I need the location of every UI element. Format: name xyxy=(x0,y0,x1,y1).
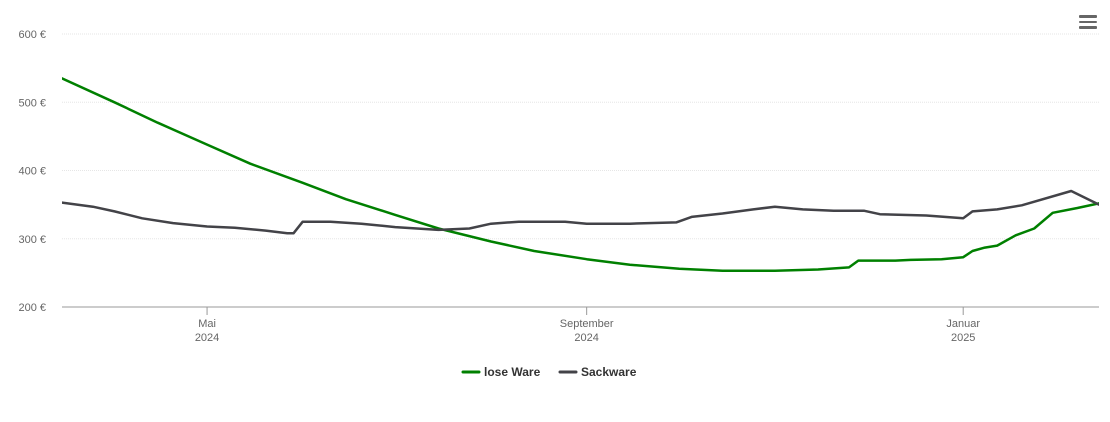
y-tick-label: 600 € xyxy=(18,29,46,41)
legend-item-label: Sackware xyxy=(581,365,637,379)
chart-menu-button[interactable] xyxy=(1077,12,1099,32)
series-line-lose-ware xyxy=(62,77,1099,273)
hamburger-menu-icon-bar xyxy=(1079,26,1097,29)
series-line-sackware xyxy=(62,189,1099,235)
hamburger-menu-icon-bar xyxy=(1079,20,1097,23)
legend-item-label: lose Ware xyxy=(484,365,541,379)
x-tick-label: Januar xyxy=(946,318,980,330)
y-tick-label: 500 € xyxy=(18,97,46,109)
x-tick-label-year: 2024 xyxy=(574,332,598,344)
hamburger-menu-icon xyxy=(1079,15,1097,18)
x-tick-label-year: 2025 xyxy=(951,332,975,344)
x-tick-label: Mai xyxy=(198,318,216,330)
x-tick-label: September xyxy=(560,318,614,330)
y-tick-label: 200 € xyxy=(18,302,46,314)
x-tick-label-year: 2024 xyxy=(195,332,219,344)
y-tick-label: 400 € xyxy=(18,166,46,178)
y-tick-label: 300 € xyxy=(18,234,46,246)
